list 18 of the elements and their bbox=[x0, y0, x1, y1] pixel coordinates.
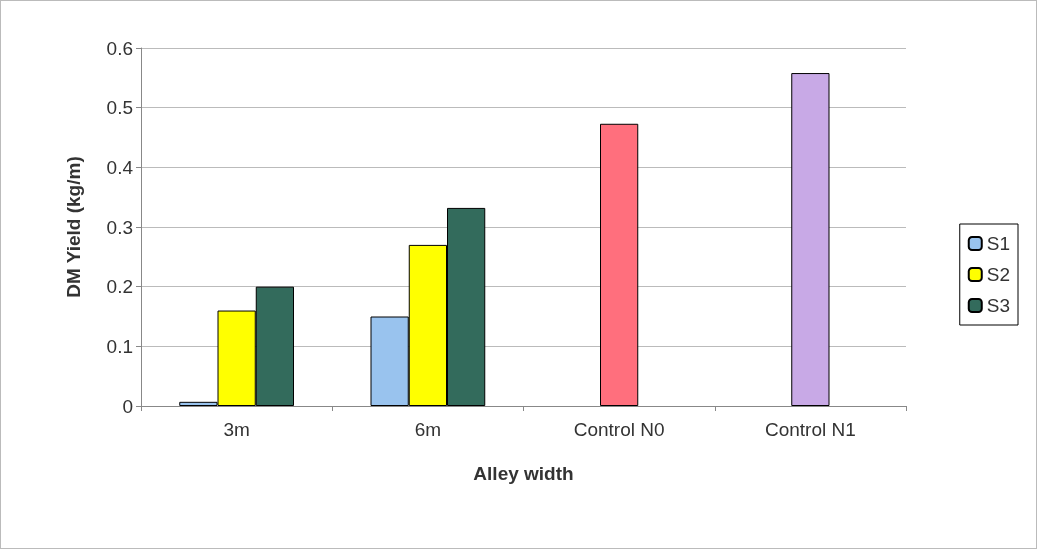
legend-label: S2 bbox=[986, 264, 1011, 285]
y-tick-label: 0.1 bbox=[106, 335, 133, 357]
legend-label: S1 bbox=[986, 233, 1011, 254]
x-tick-label: Control N1 bbox=[764, 419, 856, 440]
bar bbox=[600, 123, 639, 406]
y-tick-label: 0.3 bbox=[106, 216, 133, 238]
y-tick-label: 0.2 bbox=[106, 276, 133, 298]
x-tick-label: Control N0 bbox=[573, 419, 665, 440]
bar bbox=[791, 73, 830, 406]
y-tick-label: 0.4 bbox=[106, 156, 134, 178]
y-tick-label: 0.6 bbox=[106, 37, 133, 59]
x-tick-label: 6m bbox=[414, 419, 442, 440]
y-axis-title: DM Yield (kg/m) bbox=[63, 156, 84, 298]
x-axis-title: Alley width bbox=[473, 463, 574, 484]
y-tick-label: 0.5 bbox=[106, 97, 133, 119]
x-tick-label: 3m bbox=[223, 419, 250, 440]
y-tick-label: 0 bbox=[122, 395, 133, 417]
legend-label: S3 bbox=[986, 295, 1011, 316]
